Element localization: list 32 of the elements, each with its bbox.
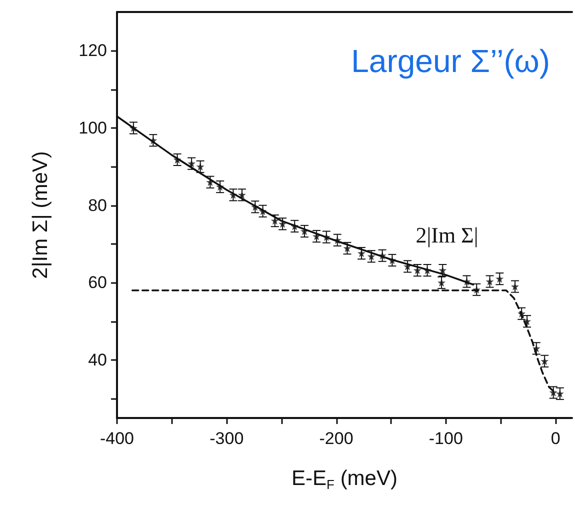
point: [540, 357, 549, 366]
point: [523, 317, 532, 326]
x-tick-label: 0: [550, 429, 560, 448]
point: [196, 162, 204, 171]
point: [532, 344, 540, 352]
y-tick-label: 60: [88, 273, 107, 292]
point: [216, 182, 224, 191]
point: [290, 222, 299, 230]
point: [188, 160, 196, 168]
y-tick-label: 100: [78, 118, 107, 138]
point: [438, 266, 447, 274]
y-tick-label: 120: [78, 41, 107, 60]
x-tick-label: -300: [210, 429, 244, 448]
point: [173, 156, 182, 164]
point: [333, 236, 342, 244]
point: [472, 286, 481, 294]
text: Largeur Σ’’(ω): [351, 43, 550, 79]
x-tick-label: -200: [319, 429, 354, 448]
x-tick-label: -400: [100, 429, 134, 448]
point: [129, 124, 138, 132]
point: [258, 207, 267, 216]
point: [251, 202, 260, 211]
y-axis-title: 2|Im Σ| (meV): [29, 151, 52, 279]
y-tick-label: 40: [88, 350, 107, 370]
y-tick-label: 80: [88, 196, 107, 215]
annotation: 2|Im Σ|: [416, 222, 478, 248]
point: [486, 278, 494, 286]
x-tick-label: -100: [428, 429, 463, 448]
point: [388, 256, 396, 264]
point: [438, 278, 446, 287]
point: [496, 274, 504, 283]
point: [518, 310, 526, 318]
